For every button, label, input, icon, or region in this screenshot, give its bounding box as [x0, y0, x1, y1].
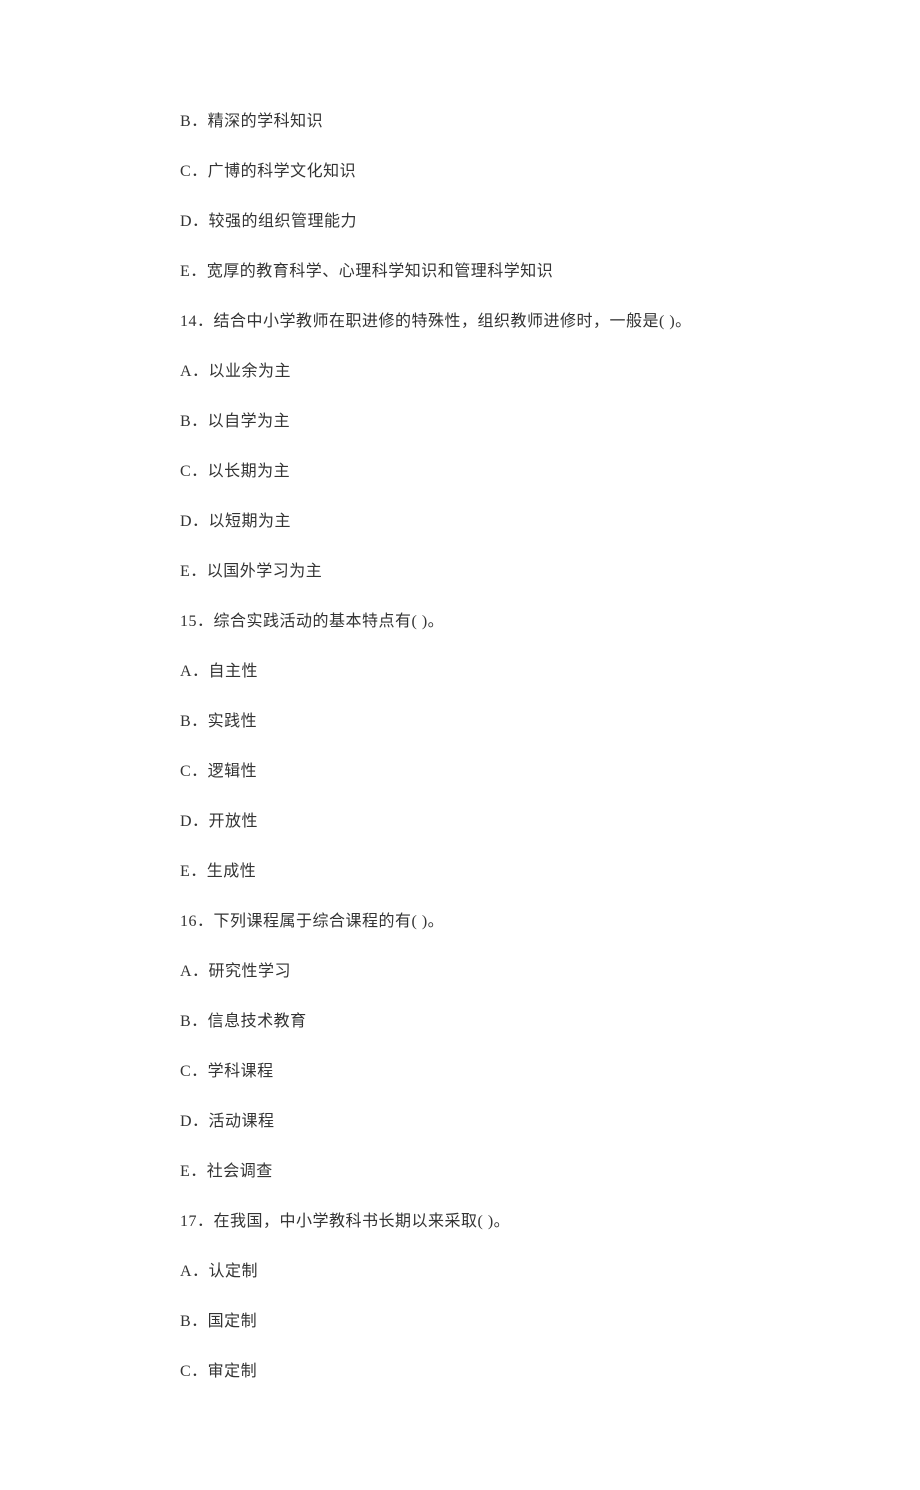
option-line: A．研究性学习 [180, 960, 740, 984]
document-page: B．精深的学科知识 C．广博的科学文化知识 D．较强的组织管理能力 E．宽厚的教… [0, 0, 920, 1490]
option-line: B．信息技术教育 [180, 1010, 740, 1034]
option-line: E．生成性 [180, 860, 740, 884]
option-line: A．自主性 [180, 660, 740, 684]
option-line: B．国定制 [180, 1310, 740, 1334]
question-line: 14．结合中小学教师在职进修的特殊性，组织教师进修时，一般是( )。 [180, 310, 740, 334]
option-line: B．实践性 [180, 710, 740, 734]
question-line: 16．下列课程属于综合课程的有( )。 [180, 910, 740, 934]
question-line: 17．在我国，中小学教科书长期以来采取( )。 [180, 1210, 740, 1234]
option-line: C．广博的科学文化知识 [180, 160, 740, 184]
option-line: B．精深的学科知识 [180, 110, 740, 134]
option-line: A．认定制 [180, 1260, 740, 1284]
option-line: C．学科课程 [180, 1060, 740, 1084]
question-line: 15．综合实践活动的基本特点有( )。 [180, 610, 740, 634]
option-line: B．以自学为主 [180, 410, 740, 434]
option-line: D．以短期为主 [180, 510, 740, 534]
option-line: D．活动课程 [180, 1110, 740, 1134]
option-line: E．社会调查 [180, 1160, 740, 1184]
option-line: A．以业余为主 [180, 360, 740, 384]
option-line: E．以国外学习为主 [180, 560, 740, 584]
option-line: E．宽厚的教育科学、心理科学知识和管理科学知识 [180, 260, 740, 284]
option-line: D．较强的组织管理能力 [180, 210, 740, 234]
option-line: C．以长期为主 [180, 460, 740, 484]
option-line: C．逻辑性 [180, 760, 740, 784]
option-line: D．开放性 [180, 810, 740, 834]
option-line: C．审定制 [180, 1360, 740, 1384]
